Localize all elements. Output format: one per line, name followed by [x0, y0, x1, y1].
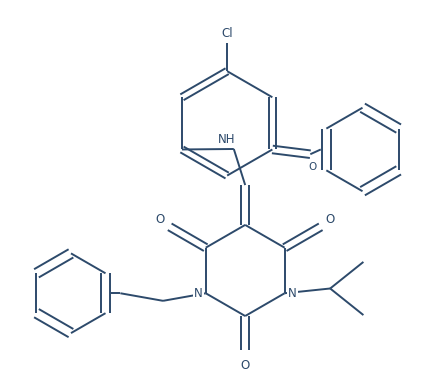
Text: O: O: [241, 359, 250, 369]
Text: N: N: [194, 287, 203, 300]
Text: O: O: [308, 162, 316, 172]
Text: O: O: [156, 213, 165, 226]
Text: Cl: Cl: [221, 27, 233, 40]
Text: O: O: [326, 213, 335, 226]
Text: NH: NH: [217, 133, 235, 146]
Text: N: N: [288, 287, 297, 300]
